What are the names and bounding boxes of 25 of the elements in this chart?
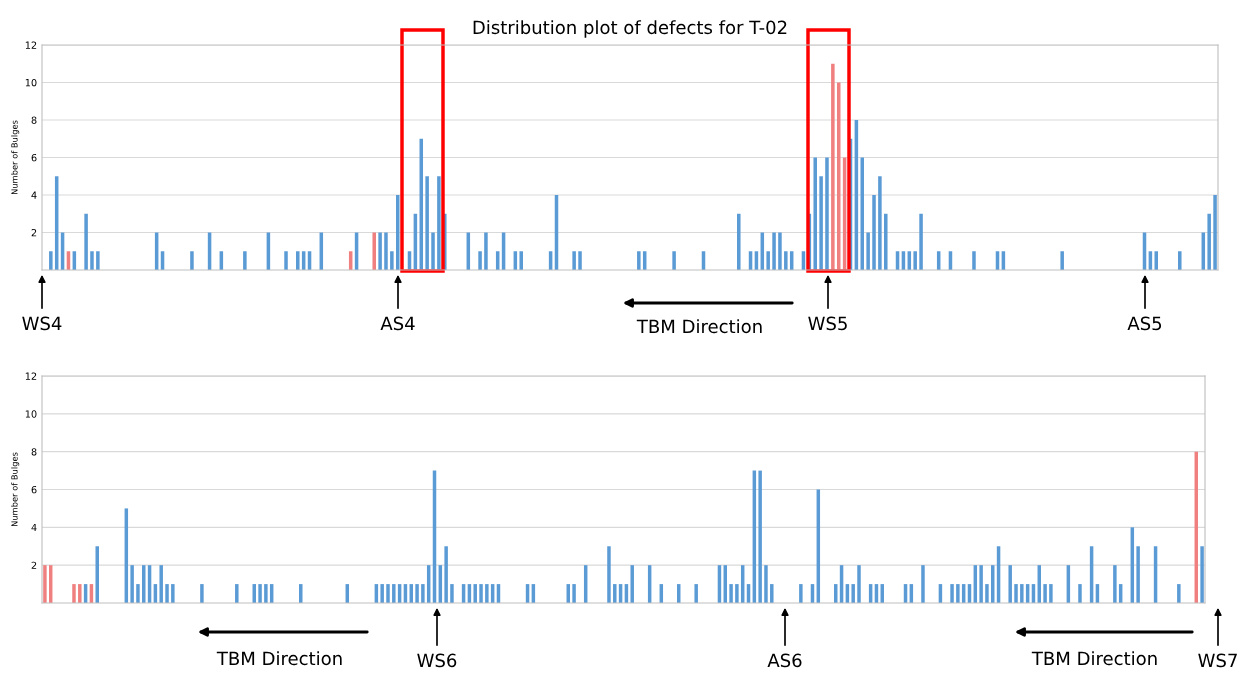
- y-tick-label: 8: [31, 448, 37, 456]
- y-tick-label: 2: [31, 228, 37, 237]
- text: TBM Direction: [216, 651, 342, 666]
- text: AS6: [767, 653, 802, 668]
- y-tick-label: 8: [31, 116, 37, 124]
- y-axis-title: Number of Bulges: [11, 120, 20, 195]
- text: WS5: [808, 316, 847, 331]
- y-tick-label: 6: [31, 153, 37, 162]
- y-tick-label: 4: [31, 523, 37, 532]
- text: TBM Direction: [1031, 651, 1157, 666]
- text: AS4: [380, 316, 415, 331]
- y-tick-label: 10: [25, 78, 37, 87]
- y-tick-label: 12: [25, 372, 37, 380]
- text: TBM Direction: [636, 319, 762, 334]
- chart-title: Distribution plot of defects for T-02: [473, 20, 787, 38]
- y-tick-label: 4: [31, 191, 37, 199]
- y-tick-label: 2: [31, 561, 37, 569]
- text: WS7: [1198, 653, 1237, 668]
- text: WS6: [417, 653, 457, 668]
- text: WS4: [22, 316, 62, 331]
- y-axis-title: Number of Bulges: [11, 452, 20, 527]
- y-tick-label: 6: [31, 485, 37, 494]
- text: AS5: [1127, 316, 1162, 331]
- y-tick-label: 10: [25, 410, 37, 418]
- y-tick-label: 12: [25, 41, 37, 49]
